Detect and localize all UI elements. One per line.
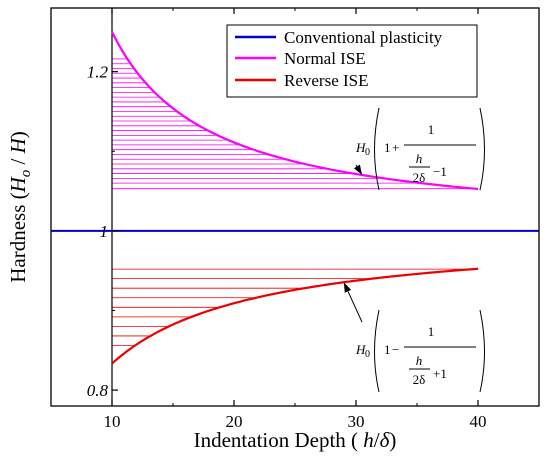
annotation-normal-one: 1: [384, 140, 391, 155]
annotation-normal-num: 1: [428, 122, 435, 137]
legend-label-reverse: Reverse ISE: [284, 71, 369, 90]
series-reverse-curve: [111, 267, 479, 365]
annotation-normal-arrowhead: [353, 164, 363, 176]
annotation-arrows: [343, 164, 363, 323]
annotation-reverse-num: 1: [428, 324, 435, 339]
y-tick-label-1.2: 1.2: [87, 63, 109, 82]
x-tick-label-10: 10: [104, 412, 121, 431]
annotation-normal-arrow: [355, 164, 358, 167]
annotation-normal-inner-num: h: [416, 151, 423, 166]
x-tick-label-30: 30: [348, 412, 365, 431]
annotation-normal-tail: −1: [433, 164, 447, 179]
x-axis-title: Indentation Depth ( h/δ): [194, 428, 397, 452]
annotation-reverse-prefix-sub: 0: [365, 349, 370, 360]
y-tick-label-1: 1: [100, 222, 109, 241]
annotation-reverse-one: 1: [384, 342, 391, 357]
annotation-reverse-prefix: H: [355, 342, 366, 357]
y-tick-label-0.8: 0.8: [87, 381, 109, 400]
annotation-reverse-inner-den: 2δ: [413, 372, 426, 387]
x-tick-label-40: 40: [470, 412, 487, 431]
annotation-reverse: H 0 1 − 1 h 2δ +1: [355, 309, 485, 393]
x-tick-label-20: 20: [226, 412, 243, 431]
annotation-normal-lparen: [374, 107, 380, 191]
annotation-reverse-tail: +1: [433, 366, 447, 381]
annotation-reverse-rparen: [479, 309, 485, 393]
ticks-layer: 10 20 30 401.210.8: [50, 8, 540, 431]
annotation-reverse-op: −: [392, 342, 399, 357]
annotation-normal: H 0 1 + 1 h 2δ −1: [355, 107, 485, 191]
annotation-normal-prefix: H: [355, 140, 366, 155]
annotation-normal-op: +: [392, 140, 399, 155]
legend-label-conventional: Conventional plasticity: [284, 28, 443, 47]
annotation-reverse-arrowhead: [343, 282, 352, 293]
annotation-reverse-lparen: [374, 309, 380, 393]
annotation-normal-rparen: [479, 107, 485, 191]
annotation-normal-inner-den: 2δ: [413, 170, 426, 185]
annotation-normal-prefix-sub: 0: [365, 147, 370, 158]
legend-label-normal: Normal ISE: [284, 49, 366, 68]
legend: Conventional plasticity Normal ISE Rever…: [226, 24, 478, 98]
y-axis-title: Hardness (Ho / H): [6, 131, 34, 283]
lines-layer: [51, 8, 539, 406]
hatch-layer: [112, 58, 475, 346]
annotation-reverse-arrow: [347, 291, 363, 323]
series-normal-curve: [111, 31, 479, 191]
annotation-reverse-inner-num: h: [416, 353, 423, 368]
